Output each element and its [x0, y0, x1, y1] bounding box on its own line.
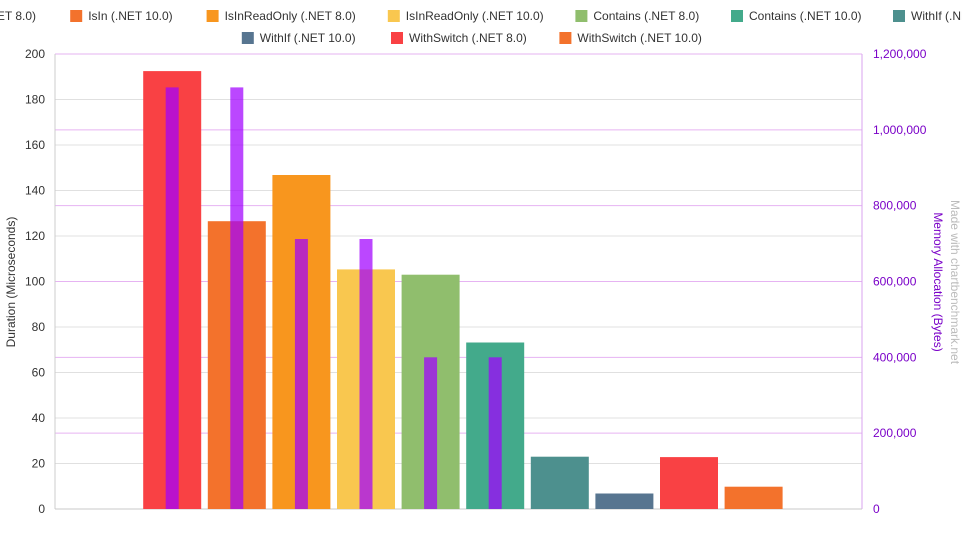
y-tick-label-left: 100	[25, 275, 45, 289]
memory-bar	[488, 357, 502, 509]
y-tick-label-right: 400,000	[873, 350, 917, 364]
memory-bar	[424, 357, 438, 509]
legend-swatch	[893, 10, 905, 22]
y-tick-label-right: 800,000	[873, 199, 917, 213]
legend-item[interactable]: IsInReadOnly (.NET 10.0)	[387, 9, 544, 23]
legend-label: IsIn (.NET 10.0)	[88, 9, 172, 23]
y-tick-label-right: 1,200,000	[873, 47, 927, 61]
legend-label: WithSwitch (.NET 8.0)	[409, 31, 527, 45]
y-axis-left-title: Duration (Microseconds)	[4, 217, 18, 348]
y-tick-label-left: 160	[25, 138, 45, 152]
legend-item[interactable]: Contains (.NET 10.0)	[731, 9, 862, 23]
legend-label: WithSwitch (.NET 10.0)	[577, 31, 701, 45]
legend-swatch	[559, 32, 572, 44]
legend-label: Contains (.NET 8.0)	[593, 9, 699, 23]
legend-swatch	[241, 32, 254, 44]
memory-bar	[230, 87, 244, 510]
legend-label: Contains (.NET 10.0)	[749, 9, 862, 23]
legend-swatch	[391, 32, 403, 44]
duration-bar	[595, 493, 654, 509]
legend-item[interactable]: IsIn (.NET 8.0)	[0, 9, 36, 23]
y-tick-label-left: 0	[38, 502, 45, 516]
legend-item[interactable]: IsIn (.NET 10.0)	[70, 9, 173, 23]
y-tick-label-right: 600,000	[873, 275, 917, 289]
legend: IsIn (.NET 8.0) IsIn (.NET 10.0) IsInReadO…	[0, 9, 962, 45]
y-tick-label-left: 80	[32, 320, 46, 334]
memory-bar	[359, 239, 373, 509]
legend-item[interactable]: Contains (.NET 8.0)	[575, 9, 699, 23]
y-tick-label-left: 200	[25, 47, 45, 61]
y-tick-label-left: 40	[32, 411, 46, 425]
y-axis-right-ticks: 0 200,000 400,000 600,000 800,000 1,000,000 1,…	[873, 47, 927, 516]
legend-label: IsIn (.NET 8.0)	[0, 9, 36, 23]
legend-label: WithIf (.NET 8.0)	[911, 9, 962, 23]
legend-swatch	[387, 10, 400, 22]
duration-bar	[530, 456, 589, 509]
duration-bar	[724, 486, 783, 509]
y-tick-label-left: 60	[32, 366, 46, 380]
legend-item[interactable]: WithSwitch (.NET 10.0)	[559, 31, 702, 45]
y-tick-label-left: 180	[25, 93, 45, 107]
y-axis-right-title: Memory Allocation (Bytes)	[931, 212, 945, 351]
legend-label: IsInReadOnly (.NET 8.0)	[225, 9, 356, 23]
legend-swatch	[70, 10, 83, 22]
y-axis-left-ticks: 0 20 40 60 80 100 120 140 160 180 200	[25, 47, 45, 516]
y-tick-label-left: 120	[25, 229, 45, 243]
y-tick-label-right: 1,000,000	[873, 123, 927, 137]
y-tick-label-right: 200,000	[873, 426, 917, 440]
legend-label: WithIf (.NET 10.0)	[260, 31, 356, 45]
legend-item[interactable]: IsInReadOnly (.NET 8.0)	[206, 9, 356, 23]
legend-swatch	[731, 10, 743, 22]
watermark: Made with chartbenchmark.net	[948, 200, 962, 365]
memory-bar	[165, 87, 179, 510]
duration-bar	[660, 457, 718, 509]
legend-swatch	[575, 10, 588, 22]
y-tick-label-left: 140	[25, 184, 45, 198]
legend-swatch	[206, 10, 219, 22]
legend-item[interactable]: WithIf (.NET 10.0)	[241, 31, 356, 45]
legend-item[interactable]: WithIf (.NET 8.0)	[893, 9, 962, 23]
memory-bars	[165, 87, 502, 510]
memory-bar	[294, 239, 308, 509]
y-tick-label-right: 0	[873, 502, 880, 516]
y-tick-label-left: 20	[32, 457, 46, 471]
legend-item[interactable]: WithSwitch (.NET 8.0)	[391, 31, 527, 45]
legend-label: IsInReadOnly (.NET 10.0)	[406, 9, 544, 23]
